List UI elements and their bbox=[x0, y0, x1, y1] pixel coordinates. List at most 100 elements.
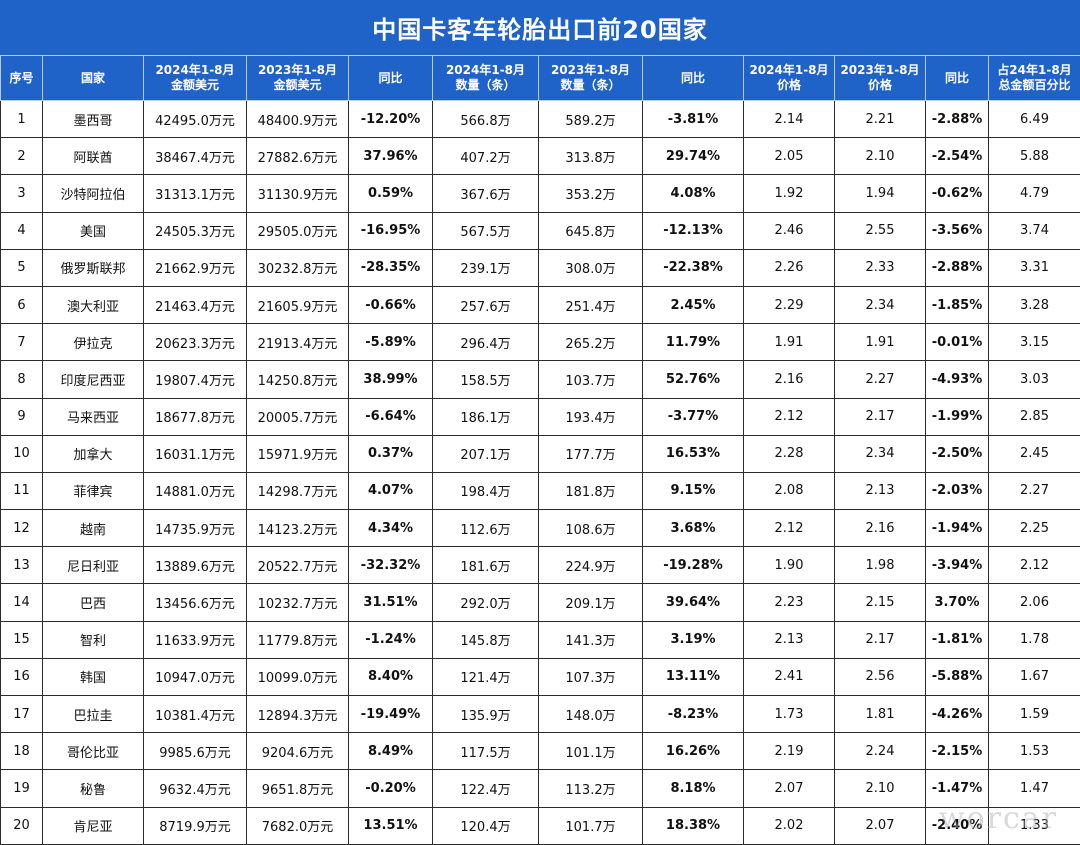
table-cell: 1.33 bbox=[989, 807, 1080, 844]
table-cell: 美国 bbox=[43, 212, 144, 249]
table-cell: 2.27 bbox=[835, 361, 926, 398]
table-cell: 224.9万 bbox=[539, 547, 643, 584]
table-cell: 181.8万 bbox=[539, 472, 643, 509]
column-header: 序号 bbox=[1, 56, 43, 101]
table-cell: 12894.3万元 bbox=[247, 696, 349, 733]
column-header: 2024年1-8月数量（条） bbox=[433, 56, 539, 101]
column-header: 同比 bbox=[643, 56, 744, 101]
table-cell: 阿联酋 bbox=[43, 138, 144, 175]
table-cell: -12.20% bbox=[349, 101, 433, 138]
table-cell: 2.21 bbox=[835, 101, 926, 138]
column-header-line: 同比 bbox=[926, 71, 988, 86]
column-header-line: 占24年1-8月 bbox=[989, 63, 1080, 78]
table-cell: 2.34 bbox=[835, 286, 926, 323]
table-cell: 2.16 bbox=[835, 510, 926, 547]
column-header-line: 同比 bbox=[349, 71, 432, 86]
table-cell: 6.49 bbox=[989, 101, 1080, 138]
table-cell: -3.94% bbox=[926, 547, 989, 584]
table-cell: 257.6万 bbox=[433, 286, 539, 323]
table-cell: 2 bbox=[1, 138, 43, 175]
table-cell: 2.07 bbox=[744, 770, 835, 807]
page-title: 中国卡客车轮胎出口前20国家 bbox=[0, 0, 1080, 55]
table-cell: 1.78 bbox=[989, 621, 1080, 658]
table-cell: 巴拉圭 bbox=[43, 696, 144, 733]
table-cell: 2.24 bbox=[835, 733, 926, 770]
table-cell: -3.81% bbox=[643, 101, 744, 138]
table-cell: 3.74 bbox=[989, 212, 1080, 249]
table-cell: 越南 bbox=[43, 510, 144, 547]
table-cell: -5.89% bbox=[349, 324, 433, 361]
table-cell: 251.4万 bbox=[539, 286, 643, 323]
table-cell: -1.24% bbox=[349, 621, 433, 658]
table-cell: 19807.4万元 bbox=[144, 361, 247, 398]
column-header: 国家 bbox=[43, 56, 144, 101]
table-cell: 181.6万 bbox=[433, 547, 539, 584]
table-cell: 103.7万 bbox=[539, 361, 643, 398]
column-header: 同比 bbox=[926, 56, 989, 101]
table-cell: 14881.0万元 bbox=[144, 472, 247, 509]
table-cell: 1.67 bbox=[989, 658, 1080, 695]
table-cell: 113.2万 bbox=[539, 770, 643, 807]
table-cell: 18 bbox=[1, 733, 43, 770]
table-cell: 2.06 bbox=[989, 584, 1080, 621]
table-cell: 308.0万 bbox=[539, 249, 643, 286]
table-cell: 27882.6万元 bbox=[247, 138, 349, 175]
table-cell: 17 bbox=[1, 696, 43, 733]
table-cell: 121.4万 bbox=[433, 658, 539, 695]
table-cell: 5 bbox=[1, 249, 43, 286]
table-cell: 589.2万 bbox=[539, 101, 643, 138]
table-cell: 21662.9万元 bbox=[144, 249, 247, 286]
table-cell: 3 bbox=[1, 175, 43, 212]
column-header-line: 2023年1-8月 bbox=[539, 63, 642, 78]
table-cell: -2.54% bbox=[926, 138, 989, 175]
table-cell: 39.64% bbox=[643, 584, 744, 621]
column-header-line: 2024年1-8月 bbox=[744, 63, 834, 78]
table-cell: 9651.8万元 bbox=[247, 770, 349, 807]
table-cell: 2.13 bbox=[744, 621, 835, 658]
table-cell: 12 bbox=[1, 510, 43, 547]
table-cell: 9204.6万元 bbox=[247, 733, 349, 770]
table-cell: 0.59% bbox=[349, 175, 433, 212]
table-cell: 2.12 bbox=[744, 510, 835, 547]
table-cell: 4.34% bbox=[349, 510, 433, 547]
table-cell: 2.14 bbox=[744, 101, 835, 138]
table-cell: 11.79% bbox=[643, 324, 744, 361]
table-cell: 2.46 bbox=[744, 212, 835, 249]
table-cell: 尼日利亚 bbox=[43, 547, 144, 584]
table-cell: 3.31 bbox=[989, 249, 1080, 286]
table-cell: 198.4万 bbox=[433, 472, 539, 509]
table-cell: 菲律宾 bbox=[43, 472, 144, 509]
table-cell: 20 bbox=[1, 807, 43, 844]
column-header-line: 序号 bbox=[1, 71, 42, 86]
table-cell: 645.8万 bbox=[539, 212, 643, 249]
table-cell: 313.8万 bbox=[539, 138, 643, 175]
column-header: 2023年1-8月价格 bbox=[835, 56, 926, 101]
table-cell: 1.98 bbox=[835, 547, 926, 584]
table-cell: 193.4万 bbox=[539, 398, 643, 435]
table-cell: 8.18% bbox=[643, 770, 744, 807]
table-cell: 8.40% bbox=[349, 658, 433, 695]
table-cell: 墨西哥 bbox=[43, 101, 144, 138]
table-cell: 2.23 bbox=[744, 584, 835, 621]
table-cell: 2.28 bbox=[744, 435, 835, 472]
table-cell: 14250.8万元 bbox=[247, 361, 349, 398]
table-cell: 8.49% bbox=[349, 733, 433, 770]
table-cell: -0.01% bbox=[926, 324, 989, 361]
table-cell: -1.81% bbox=[926, 621, 989, 658]
table-cell: -4.26% bbox=[926, 696, 989, 733]
table-cell: -0.62% bbox=[926, 175, 989, 212]
table-cell: 38467.4万元 bbox=[144, 138, 247, 175]
table-cell: 566.8万 bbox=[433, 101, 539, 138]
table-cell: -1.99% bbox=[926, 398, 989, 435]
table-cell: 108.6万 bbox=[539, 510, 643, 547]
table-cell: 2.55 bbox=[835, 212, 926, 249]
table-cell: 2.85 bbox=[989, 398, 1080, 435]
table-cell: 6 bbox=[1, 286, 43, 323]
column-header-line: 数量（条） bbox=[433, 78, 538, 93]
table-cell: 209.1万 bbox=[539, 584, 643, 621]
column-header-line: 2024年1-8月 bbox=[433, 63, 538, 78]
